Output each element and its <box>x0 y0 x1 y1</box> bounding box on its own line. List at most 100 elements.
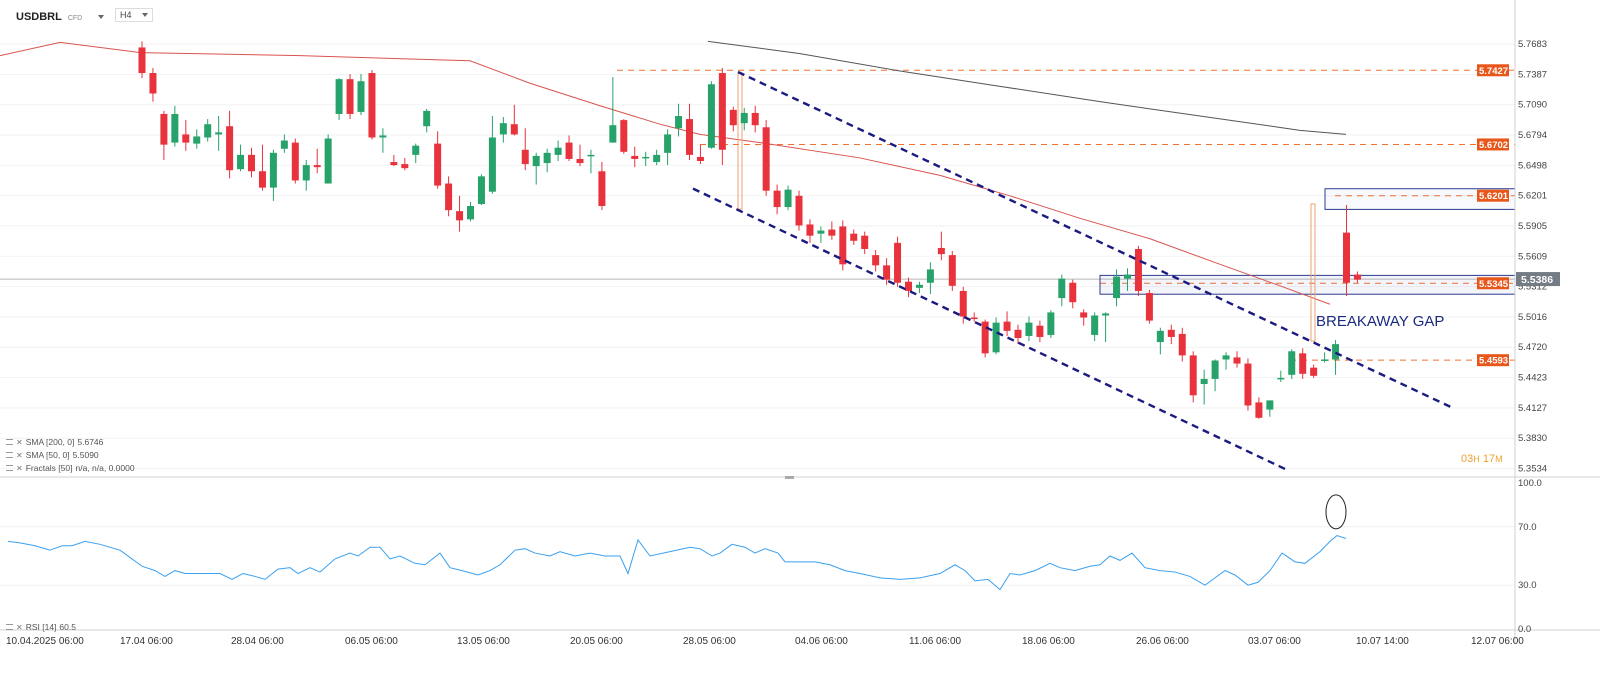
candle-body <box>1014 329 1022 338</box>
candle-countdown: 03H 17M <box>1461 453 1503 465</box>
candle <box>784 185 792 211</box>
x-tick-label: 13.05 06:00 <box>457 636 510 647</box>
candle-body <box>182 134 190 143</box>
y-tick-label: 5.4720 <box>1518 342 1547 353</box>
candle-body <box>631 155 639 159</box>
candle-body <box>1102 313 1110 316</box>
rsi-line <box>7 534 1347 591</box>
timeframe-value: H4 <box>120 10 132 20</box>
level-price-text: 5.5345 <box>1479 279 1509 290</box>
candle <box>1069 279 1077 309</box>
candle <box>1145 289 1153 324</box>
candle <box>379 128 387 153</box>
candle <box>1014 324 1022 345</box>
candle <box>138 41 146 79</box>
candle <box>653 149 661 166</box>
panel-resize-handle <box>785 476 794 479</box>
indicator-legend-sma200[interactable]: ✕ SMA [200, 0] 5.6746 <box>6 437 103 447</box>
candle-body <box>905 281 912 291</box>
candle <box>1277 370 1285 382</box>
x-tick-label: 26.06 06:00 <box>1136 636 1189 647</box>
candle-body <box>434 143 442 186</box>
candle-body <box>313 165 321 168</box>
candle-body <box>499 123 507 135</box>
candle-body <box>477 176 485 204</box>
fractal-marker <box>1310 203 1316 342</box>
candle <box>631 146 639 168</box>
indicator-settings-icon[interactable] <box>6 624 13 630</box>
indicator-name: SMA [200, 0] <box>25 437 75 447</box>
candle <box>905 277 912 298</box>
candle <box>1036 320 1044 343</box>
candle-body <box>1113 276 1121 299</box>
candle-body <box>915 284 923 288</box>
symbol-name: USDBRL <box>16 11 62 23</box>
candle <box>959 286 967 324</box>
candle-body <box>390 162 398 166</box>
candle <box>839 220 847 271</box>
candle-body <box>1343 232 1350 283</box>
candle <box>1025 316 1033 342</box>
indicator-settings-icon[interactable] <box>6 452 13 458</box>
candle-body <box>1200 378 1208 385</box>
candle <box>390 154 398 167</box>
x-tick-label: 10.07 14:00 <box>1356 636 1409 647</box>
candle <box>1189 351 1197 403</box>
symbol-header[interactable]: USDBRL CFD <box>16 8 105 26</box>
indicator-legend-fractals[interactable]: ✕ Fractals [50] n/a, n/a, 0.0000 <box>6 463 135 473</box>
candle <box>576 144 584 167</box>
indicator-legend-sma50[interactable]: ✕ SMA [50, 0] 5.5090 <box>6 450 99 460</box>
indicator-settings-icon[interactable] <box>6 439 13 445</box>
candle-body <box>696 156 704 162</box>
timer-hours-unit: H <box>1473 454 1480 464</box>
indicator-settings-icon[interactable] <box>6 465 13 471</box>
candle-body <box>412 145 420 155</box>
candle <box>313 148 321 174</box>
candle <box>1047 310 1055 338</box>
candle-body <box>291 142 299 181</box>
candle <box>401 157 409 171</box>
candle <box>1167 324 1175 345</box>
rsi-tick-label: 70.0 <box>1518 522 1537 533</box>
close-icon[interactable]: ✕ <box>16 437 23 447</box>
x-tick-label: 03.07 06:00 <box>1248 636 1301 647</box>
level-price-text: 5.7427 <box>1479 66 1508 77</box>
candle-body <box>828 229 836 236</box>
candle <box>412 143 420 164</box>
candle <box>686 103 693 160</box>
close-icon[interactable]: ✕ <box>16 622 23 632</box>
candle <box>1178 327 1186 362</box>
candle-body <box>1156 330 1164 343</box>
candle <box>193 129 201 149</box>
candle-body <box>959 290 967 317</box>
indicator-value: 5.6746 <box>77 437 104 447</box>
candle <box>160 110 168 160</box>
indicator-value: 5.5090 <box>72 450 99 460</box>
y-tick-label: 5.4127 <box>1518 403 1547 414</box>
timeframe-select[interactable]: H4 <box>115 8 153 22</box>
candle-body <box>861 235 869 249</box>
timer-minutes-unit: M <box>1495 454 1503 464</box>
close-icon[interactable]: ✕ <box>16 463 23 473</box>
candle-body <box>467 206 474 220</box>
indicator-legend-rsi[interactable]: ✕ RSI [14] 60.5 <box>6 622 76 632</box>
candle <box>1222 352 1230 370</box>
candle <box>740 107 748 131</box>
candle <box>302 159 310 191</box>
close-icon[interactable]: ✕ <box>16 450 23 460</box>
candle <box>543 148 551 173</box>
candle-body <box>1244 363 1252 406</box>
candle-body <box>357 81 365 112</box>
candle <box>346 74 354 120</box>
trend-channel <box>692 70 1453 471</box>
candle <box>1233 351 1241 368</box>
timer-hours: 03 <box>1461 453 1474 465</box>
candle <box>773 184 781 215</box>
candle <box>182 120 190 151</box>
chevron-down-icon[interactable] <box>98 15 105 19</box>
candle-body <box>1222 355 1230 360</box>
candle <box>258 144 266 191</box>
candle <box>499 117 507 143</box>
